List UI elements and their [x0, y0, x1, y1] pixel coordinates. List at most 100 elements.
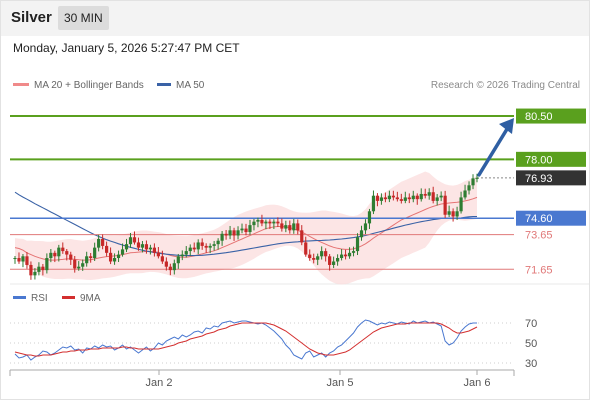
candle — [224, 233, 228, 236]
candle — [81, 263, 85, 267]
candle — [467, 185, 471, 191]
candle — [152, 247, 156, 253]
candle — [41, 266, 45, 271]
level-tag-label: 76.93 — [525, 173, 553, 185]
candle — [367, 211, 372, 224]
candle — [403, 197, 407, 201]
rsi-tick-label: 70 — [525, 318, 537, 330]
projection-arrow-head — [499, 118, 514, 135]
legend-ma50: MA 50 — [157, 80, 204, 91]
candle — [77, 266, 81, 269]
candle — [97, 238, 101, 248]
candle — [164, 261, 168, 267]
ma20-label: MA 20 + Bollinger Bands — [34, 80, 144, 91]
candle — [160, 256, 164, 262]
level-tag-label: 71.65 — [525, 264, 553, 276]
candle — [395, 197, 399, 200]
ma50-label: MA 50 — [176, 80, 205, 91]
candle — [140, 244, 145, 248]
candle — [29, 264, 33, 276]
candle — [228, 230, 232, 236]
candle — [204, 245, 208, 248]
credit-text: Research © 2026 Trading Central — [430, 80, 580, 91]
legend-9ma: 9MA — [62, 293, 101, 304]
legend-rsi: RSI — [13, 293, 48, 304]
level-tag-label: 78.00 — [525, 154, 553, 166]
candle — [168, 266, 172, 271]
candle — [148, 247, 153, 250]
candle — [431, 192, 435, 201]
candle — [57, 247, 61, 257]
level-tag-label: 80.50 — [525, 111, 553, 123]
candle — [391, 195, 395, 198]
candle — [347, 252, 352, 257]
x-tick-label: Jan 5 — [327, 377, 354, 389]
candle — [208, 245, 212, 248]
level-tag — [516, 210, 586, 226]
candle — [328, 256, 332, 265]
candle — [459, 197, 463, 212]
top-bar: Silver 30 MIN — [0, 0, 590, 36]
timestamp: Monday, January 5, 2026 5:27:47 PM CET — [13, 41, 240, 55]
candle — [332, 261, 336, 265]
candle — [471, 178, 475, 186]
candle — [236, 230, 240, 236]
level-tag — [516, 170, 586, 186]
candle — [371, 195, 376, 212]
candle — [120, 249, 125, 255]
ma9-label: 9MA — [80, 293, 101, 304]
candle — [475, 177, 479, 179]
candle — [351, 251, 356, 253]
level-tag — [516, 108, 586, 124]
candle — [292, 223, 296, 231]
ma9-swatch — [62, 295, 75, 299]
candle — [375, 195, 380, 201]
candle — [363, 223, 368, 231]
candle — [415, 195, 419, 200]
candle — [451, 211, 455, 217]
legend-ma20: MA 20 + Bollinger Bands — [13, 80, 144, 91]
candle — [232, 230, 236, 236]
candle — [439, 195, 443, 198]
ma20-swatch — [13, 82, 29, 86]
price-panel: 80.50 78.00 76.93 74.60 73.65 71.65 — [10, 108, 586, 285]
rsi-line — [14, 319, 477, 361]
rsi-tick-label: 30 — [525, 358, 537, 370]
candle — [387, 195, 391, 200]
symbol-title: Silver — [11, 9, 52, 26]
candle — [216, 240, 220, 245]
candle — [116, 254, 121, 259]
candle — [264, 221, 268, 224]
candle — [276, 221, 280, 224]
candle — [196, 242, 200, 250]
candle — [108, 252, 113, 262]
candle — [411, 195, 415, 200]
candle — [316, 256, 320, 260]
candle — [343, 254, 348, 257]
candle — [65, 251, 69, 255]
candle — [112, 258, 117, 262]
candle — [188, 247, 192, 252]
level-tag — [516, 151, 586, 167]
rsi-label: RSI — [31, 293, 48, 304]
candle — [435, 197, 439, 201]
candle — [419, 193, 423, 200]
candle — [244, 228, 248, 233]
candle — [176, 256, 180, 264]
level-tag-label: 74.60 — [525, 213, 553, 225]
candle — [324, 251, 328, 257]
candle — [136, 242, 141, 248]
candle — [240, 228, 244, 231]
candle — [220, 233, 224, 241]
candle — [37, 266, 41, 272]
candle — [443, 195, 447, 215]
candle — [272, 221, 276, 224]
candle — [427, 192, 431, 196]
candle — [45, 258, 49, 271]
candle — [300, 230, 304, 243]
candle — [17, 258, 21, 262]
interval-button[interactable]: 30 MIN — [58, 6, 109, 30]
candle — [336, 258, 340, 262]
candle — [447, 211, 451, 215]
